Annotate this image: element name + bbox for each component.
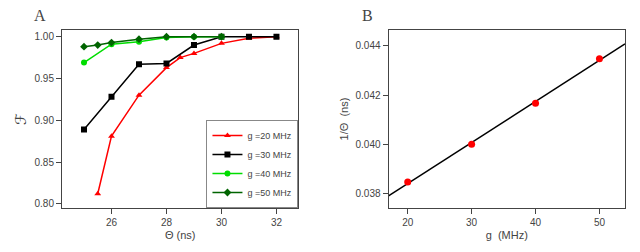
svg-text:0.038: 0.038 <box>356 188 381 199</box>
svg-text:0.95: 0.95 <box>35 73 55 84</box>
svg-text:g =20 MHz: g =20 MHz <box>247 131 291 141</box>
svg-text:1.00: 1.00 <box>35 31 55 42</box>
svg-text:g =30 MHz: g =30 MHz <box>247 150 291 160</box>
svg-text:0.040: 0.040 <box>356 139 381 150</box>
svg-text:1/Θ (ns): 1/Θ (ns) <box>338 98 350 141</box>
svg-text:g =40 MHz: g =40 MHz <box>247 169 291 179</box>
svg-text:40: 40 <box>530 217 542 228</box>
svg-text:ℱ: ℱ <box>12 113 29 125</box>
svg-text:20: 20 <box>402 217 414 228</box>
svg-text:0.044: 0.044 <box>356 40 381 51</box>
svg-text:30: 30 <box>216 217 228 228</box>
svg-text:32: 32 <box>271 217 283 228</box>
svg-text:0.80: 0.80 <box>35 198 55 209</box>
svg-text:30: 30 <box>466 217 478 228</box>
svg-text:50: 50 <box>594 217 606 228</box>
svg-text:B: B <box>362 7 373 24</box>
svg-text:Θ (ns): Θ (ns) <box>165 229 196 241</box>
svg-text:26: 26 <box>106 217 118 228</box>
svg-text:0.85: 0.85 <box>35 157 55 168</box>
svg-text:g =50 MHz: g =50 MHz <box>247 188 291 198</box>
svg-text:0.042: 0.042 <box>356 90 381 101</box>
svg-text:0.90: 0.90 <box>35 115 55 126</box>
svg-text:A: A <box>34 7 46 24</box>
svg-text:28: 28 <box>161 217 173 228</box>
svg-text:g (MHz): g (MHz) <box>486 229 528 241</box>
